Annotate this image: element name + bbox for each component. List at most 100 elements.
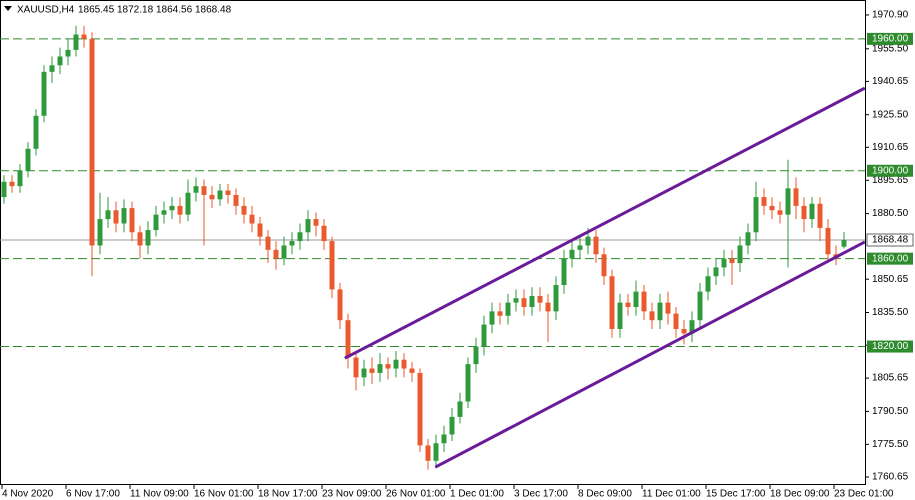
y-tick-label: 1925.50: [872, 109, 909, 120]
candle-body: [225, 190, 231, 195]
candle-body: [201, 186, 207, 195]
candle-body: [457, 401, 463, 417]
candle-body: [17, 170, 23, 187]
candle-body: [161, 210, 167, 215]
candle-body: [649, 311, 655, 321]
candle-body: [681, 328, 687, 334]
candle-body: [337, 289, 343, 321]
candle-body: [545, 302, 551, 312]
candle-body: [377, 364, 383, 373]
candle-body: [785, 188, 791, 215]
level-label-box: [867, 340, 913, 353]
candle-body: [577, 245, 583, 250]
candle-body: [33, 115, 39, 149]
header-low: 1864.56: [156, 5, 193, 16]
y-tick-label: 1955.50: [872, 43, 909, 54]
candle-body: [729, 258, 735, 264]
candle-body: [601, 254, 607, 277]
x-tick-label: 16 Nov 01:00: [194, 489, 254, 500]
candle-body: [505, 302, 511, 316]
x-tick-label: 11 Dec 01:00: [642, 489, 701, 500]
current-price-label: 1868.48: [872, 235, 909, 246]
candle-body: [345, 320, 351, 358]
candle-body: [689, 320, 695, 334]
candle-body: [497, 311, 503, 316]
candle-body: [185, 192, 191, 215]
candle-body: [369, 368, 375, 373]
menu-icon[interactable]: [4, 6, 12, 11]
candle-body: [481, 324, 487, 347]
candle-body: [465, 364, 471, 402]
candle-body: [169, 205, 175, 211]
y-tick-label: 1880.50: [872, 208, 909, 219]
candle-body: [529, 296, 535, 307]
candle-body: [393, 359, 399, 369]
candle-body: [145, 230, 151, 246]
candle-body: [265, 236, 271, 250]
candle-body: [233, 194, 239, 206]
candle-body: [289, 241, 295, 246]
candle-body: [761, 197, 767, 206]
candle-body: [521, 298, 527, 307]
x-tick-label: 8 Dec 09:00: [578, 489, 632, 500]
candle-body: [705, 276, 711, 292]
y-tick-label: 1970.90: [872, 10, 909, 21]
candle-body: [105, 210, 111, 220]
candle-body: [433, 443, 439, 461]
candle-body: [329, 241, 335, 290]
x-tick-label: 18 Dec 09:00: [770, 489, 830, 500]
candle-body: [489, 311, 495, 325]
x-tick-label: 18 Nov 17:00: [258, 489, 318, 500]
candle-body: [313, 219, 319, 226]
candle-body: [305, 219, 311, 233]
candle-body: [449, 416, 455, 435]
candle-body: [569, 249, 575, 259]
candle-body: [409, 368, 415, 373]
x-tick-label: 23 Nov 09:00: [322, 489, 382, 500]
candle-body: [657, 302, 663, 321]
candle-body: [73, 34, 79, 50]
x-tick-label: 11 Nov 09:00: [130, 489, 189, 500]
candle-body: [617, 302, 623, 329]
candle-body: [793, 188, 799, 206]
candle-body: [121, 208, 127, 224]
candle-body: [553, 285, 559, 312]
candle-body: [385, 364, 391, 369]
candle-body: [217, 190, 223, 200]
candle-body: [817, 203, 823, 228]
plot-frame: [0, 0, 866, 485]
candle-body: [809, 203, 815, 220]
candle-body: [257, 223, 263, 237]
candle-body: [473, 346, 479, 365]
level-label: 1960.00: [872, 34, 909, 45]
candle-body: [361, 368, 367, 378]
candle-body: [297, 232, 303, 242]
candle-body: [57, 56, 63, 66]
candle-body: [561, 258, 567, 286]
level-label: 1860.00: [872, 253, 909, 264]
current-price-box: [866, 233, 914, 247]
candle-body: [745, 232, 751, 246]
y-tick-label: 1895.65: [872, 175, 909, 186]
candle-body: [841, 240, 847, 247]
y-tick-label: 1850.65: [872, 274, 909, 285]
candle-body: [641, 291, 647, 312]
candle-body: [65, 49, 71, 57]
x-tick-label: 26 Nov 01:00: [386, 489, 446, 500]
candle-body: [777, 210, 783, 215]
y-tick-label: 1940.65: [872, 76, 909, 87]
candle-body: [609, 276, 615, 329]
candle-body: [9, 181, 15, 187]
candle-body: [625, 302, 631, 307]
candle-body: [593, 236, 599, 255]
y-tick-label: 1775.50: [872, 439, 909, 450]
candle-body: [633, 291, 639, 307]
candle-body: [425, 445, 431, 461]
candle-body: [97, 219, 103, 246]
x-tick-label: 6 Nov 17:00: [66, 489, 120, 500]
candle-body: [273, 249, 279, 259]
candle-body: [137, 232, 143, 246]
x-tick-label: 3 Dec 17:00: [514, 489, 568, 500]
level-label: 1820.00: [872, 341, 909, 352]
